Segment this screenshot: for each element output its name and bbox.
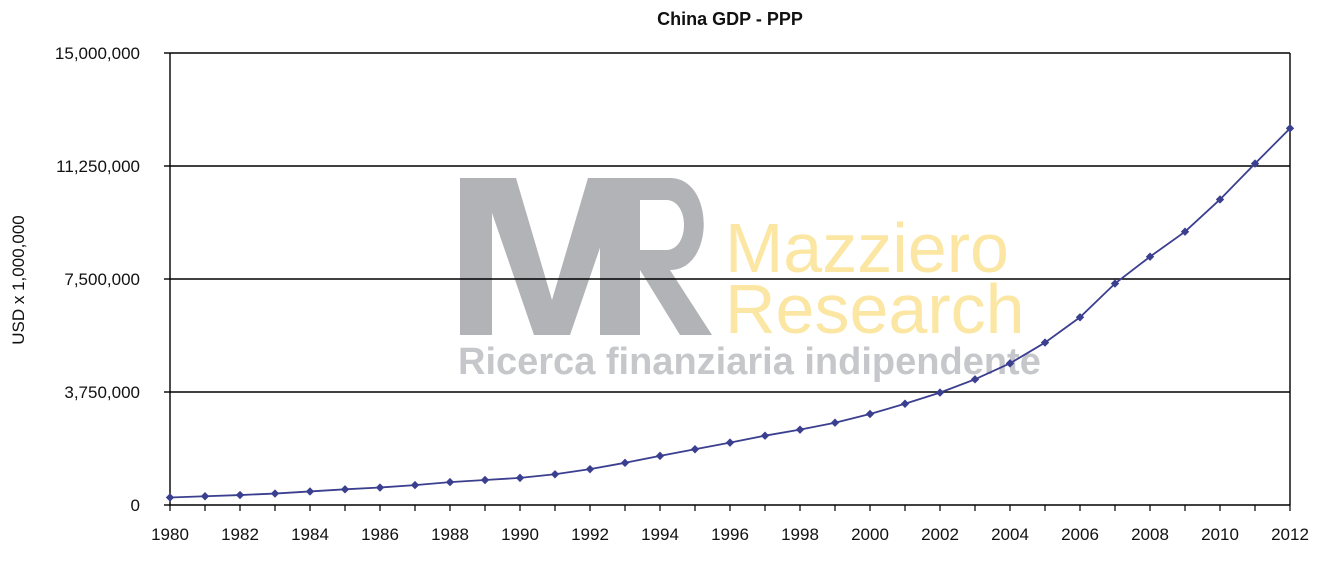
data-point-marker	[445, 477, 455, 487]
data-point-marker	[1285, 124, 1295, 133]
y-tick-label: 3,750,000	[64, 383, 140, 402]
chart-title: China GDP - PPP	[657, 9, 803, 29]
data-point-marker	[1180, 227, 1190, 236]
x-tick-label: 1990	[501, 525, 539, 544]
data-point-marker	[480, 475, 490, 485]
x-tick-label: 1998	[781, 525, 819, 544]
x-tick-label: 1984	[291, 525, 329, 544]
y-tick-label: 0	[131, 496, 140, 515]
x-tick-label: 1992	[571, 525, 609, 544]
data-point-marker	[795, 425, 805, 434]
data-point-marker	[305, 487, 315, 496]
y-tick-label: 15,000,000	[55, 44, 140, 63]
data-point-marker	[1250, 159, 1260, 168]
data-point-marker	[655, 451, 665, 461]
x-tick-label: 1980	[151, 525, 189, 544]
data-point-marker	[1075, 313, 1085, 322]
data-point-marker	[165, 493, 175, 502]
x-tick-label: 1996	[711, 525, 749, 544]
x-tick-label: 2006	[1061, 525, 1099, 544]
data-point-marker	[585, 464, 595, 474]
data-point-marker	[935, 388, 945, 397]
data-point-marker	[410, 480, 420, 490]
x-tick-label: 2002	[921, 525, 959, 544]
mr-logo-r	[620, 178, 712, 335]
data-series	[165, 124, 1295, 502]
data-point-marker	[970, 375, 980, 384]
data-point-marker	[1040, 338, 1050, 347]
x-tick-label: 2004	[991, 525, 1029, 544]
data-point-marker	[1215, 195, 1225, 204]
mr-logo-m-left-stem	[460, 178, 492, 335]
data-point-marker	[1005, 359, 1015, 368]
x-tick-label: 1994	[641, 525, 679, 544]
data-point-marker	[200, 492, 210, 501]
data-point-marker	[270, 489, 280, 498]
data-point-marker	[620, 458, 630, 468]
data-point-marker	[900, 399, 910, 408]
x-tick-label: 2000	[851, 525, 889, 544]
x-tick-label: 1988	[431, 525, 469, 544]
mr-logo-m-diagonal	[480, 178, 624, 335]
y-tick-label: 7,500,000	[64, 270, 140, 289]
watermark-tagline: Ricerca finanziaria indipendente	[458, 341, 1041, 383]
mr-logo-mark	[460, 178, 712, 335]
data-point-marker	[515, 473, 525, 483]
x-tick-label: 2012	[1271, 525, 1309, 544]
x-axis-ticks: 1980 1982 1984 1986 1988 1990 1992 1994 1996 1998…	[151, 505, 1309, 544]
data-point-marker	[1145, 252, 1155, 261]
data-point-marker	[760, 431, 770, 440]
data-point-marker	[690, 445, 700, 454]
y-tick-label: 11,250,000	[56, 157, 140, 176]
x-tick-label: 1986	[361, 525, 399, 544]
data-point-marker	[340, 485, 350, 494]
data-point-marker	[830, 418, 840, 427]
x-tick-label: 1982	[221, 525, 259, 544]
data-point-marker	[865, 409, 875, 419]
data-point-marker	[1110, 279, 1120, 288]
grid-lines	[170, 52, 1290, 393]
y-axis-label: USD x 1,000,000	[9, 215, 28, 344]
x-tick-label: 2008	[1131, 525, 1169, 544]
data-point-marker	[550, 470, 560, 479]
watermark-line1: Mazziero	[725, 209, 1009, 287]
data-point-marker	[725, 438, 735, 447]
data-point-marker	[235, 490, 245, 500]
data-point-marker	[375, 483, 385, 492]
x-tick-label: 2010	[1201, 525, 1239, 544]
y-axis-ticks: 0 3,750,000 7,500,000 11,250,000 15,000,000	[55, 44, 170, 515]
watermark-line2: Research	[725, 270, 1025, 348]
mazziero-research-watermark: Mazziero Research Ricerca finanziaria in…	[458, 178, 1041, 383]
